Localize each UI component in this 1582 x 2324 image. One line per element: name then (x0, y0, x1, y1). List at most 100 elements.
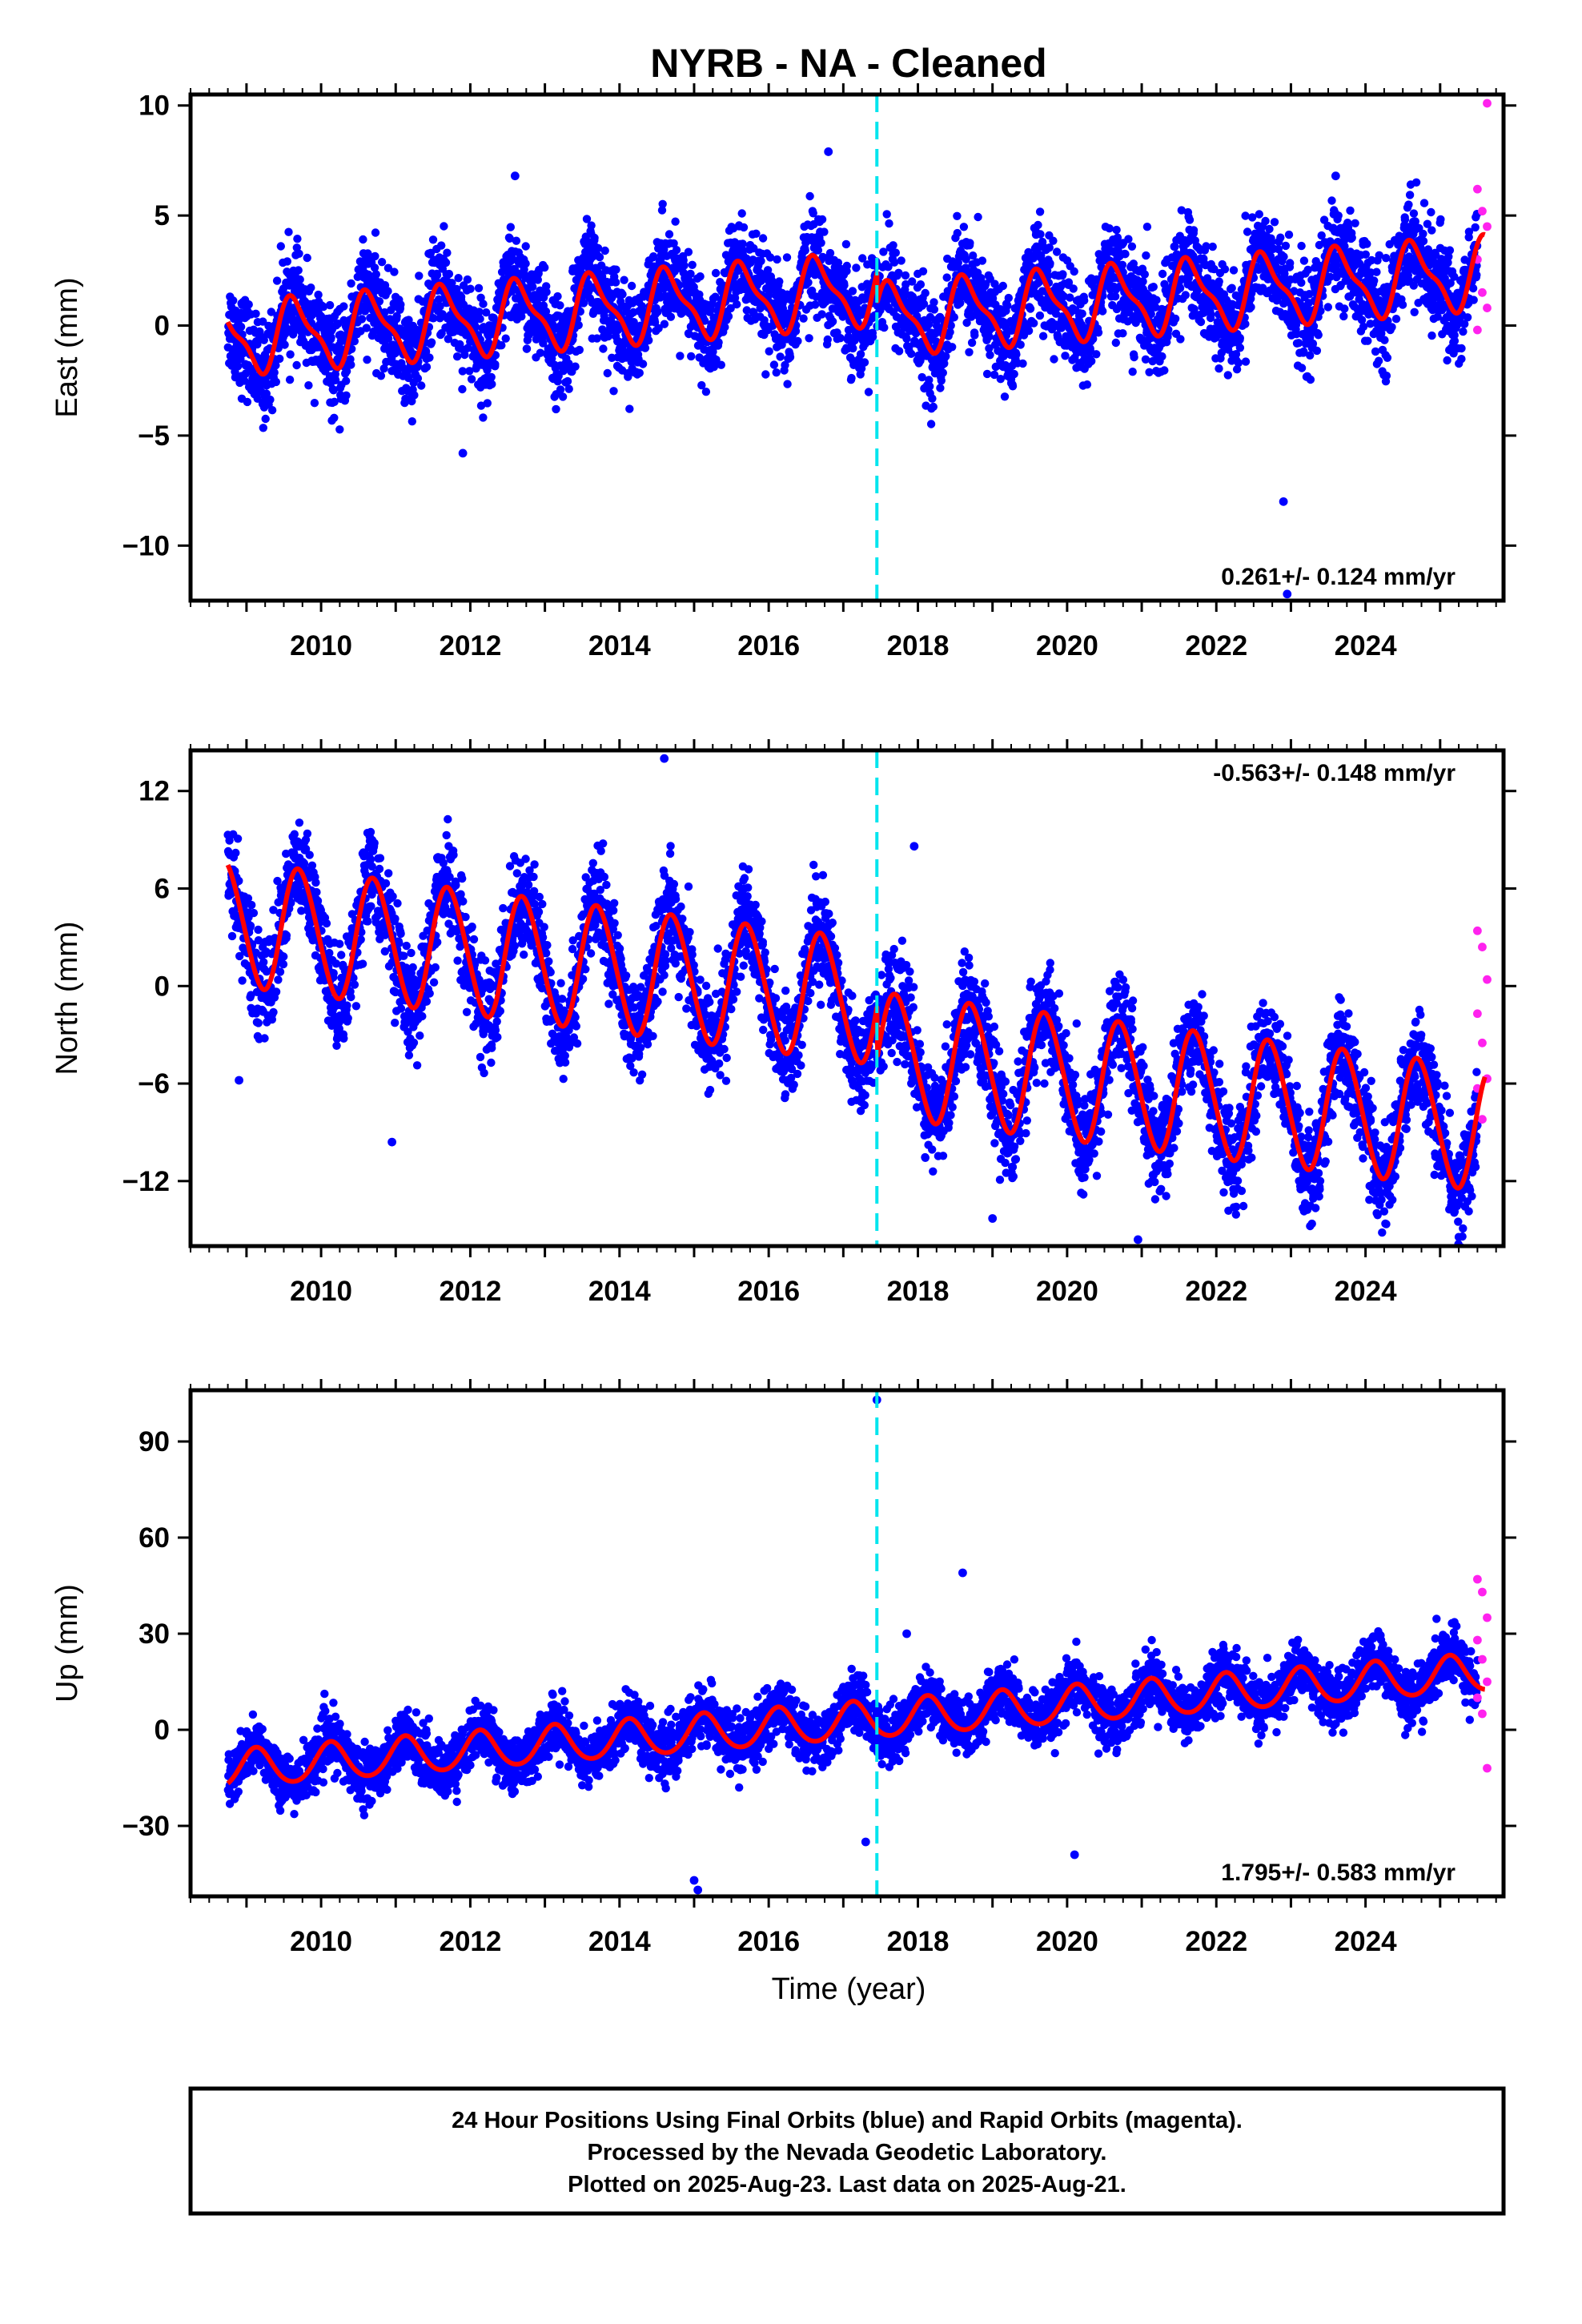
east-final-orbit-point (288, 330, 298, 339)
east-final-orbit-point (752, 229, 761, 238)
east-final-orbit-point (330, 413, 339, 422)
east-final-orbit-point (660, 320, 669, 328)
east-final-orbit-point (769, 360, 779, 369)
east-final-orbit-point (942, 273, 951, 282)
east-final-orbit-point (295, 275, 304, 284)
east-final-orbit-point (234, 362, 243, 371)
east-final-orbit-point (856, 350, 865, 359)
east-final-orbit-point (1299, 256, 1309, 265)
east-final-orbit-point (1189, 226, 1199, 235)
east-final-orbit-point (638, 360, 648, 368)
east-final-orbit-point (463, 275, 472, 284)
east-final-orbit-point (737, 209, 746, 218)
east-final-orbit-point (342, 391, 351, 400)
y-tick-label: 5 (155, 200, 170, 231)
east-final-orbit-point (1443, 356, 1452, 365)
east-final-orbit-point (635, 368, 644, 377)
east-final-orbit-point (1457, 355, 1466, 364)
east-final-orbit-point (521, 242, 530, 251)
east-final-orbit-point (1383, 353, 1392, 362)
east-final-orbit-point (1050, 355, 1058, 364)
east-final-orbit-point (938, 368, 948, 377)
east-final-orbit-point (383, 287, 392, 296)
east-final-orbit-point (1112, 225, 1121, 235)
east-final-orbit-point (270, 368, 279, 377)
east-final-orbit-point (452, 352, 462, 361)
east-final-orbit-point (359, 235, 367, 244)
east-final-orbit-point (1419, 199, 1429, 207)
east-final-orbit-point (1297, 278, 1306, 287)
east-final-orbit-point (950, 313, 959, 322)
east-final-orbit-point (974, 212, 982, 222)
east-final-orbit-point (687, 352, 696, 361)
east-final-orbit-point (1457, 344, 1466, 353)
east-final-orbit-point (443, 248, 452, 257)
east-final-orbit-point (563, 376, 572, 386)
east-y-axis-label: East (mm) (50, 277, 84, 417)
east-final-orbit-point (840, 281, 849, 290)
east-panel: 2010 2012 2014 2016 2018 2020 2022 20241050−5−1… (50, 83, 1516, 661)
east-final-orbit-point (609, 387, 618, 396)
east-final-orbit-point (404, 316, 413, 324)
east-final-orbit-point (916, 280, 926, 289)
east-final-orbit-point (335, 425, 344, 434)
east-final-orbit-point (1450, 336, 1460, 345)
east-final-orbit-point (454, 274, 463, 283)
east-final-orbit-point (283, 257, 291, 266)
east-final-orbit-point (1374, 356, 1383, 365)
east-final-orbit-point (1160, 366, 1169, 375)
east-final-orbit-point (357, 315, 367, 324)
east-final-orbit-point (253, 394, 262, 403)
east-final-orbit-point (773, 255, 781, 264)
east-final-orbit-point (918, 267, 928, 275)
east-final-orbit-point (1241, 357, 1251, 366)
x-tick-label: 2018 (887, 630, 950, 661)
north-final-orbit-point (249, 908, 259, 918)
east-final-orbit-point (1411, 178, 1421, 187)
x-tick-label: 2012 (439, 630, 501, 661)
east-final-orbit-point (1459, 327, 1468, 336)
east-final-orbit-point (828, 317, 837, 326)
east-final-orbit-point (440, 222, 448, 231)
east-final-orbit-point (1215, 277, 1223, 286)
chart-title: NYRB - NA - Cleaned (650, 41, 1046, 86)
east-final-orbit-point (271, 377, 280, 387)
east-final-orbit-point (435, 295, 444, 304)
east-final-orbit-point (1142, 251, 1150, 260)
east-final-orbit-point (799, 314, 808, 323)
east-final-orbit-point (501, 334, 510, 343)
east-final-orbit-point (377, 258, 387, 267)
east-final-orbit-point (553, 292, 562, 301)
east-final-orbit-point (897, 256, 905, 265)
east-outlier-point (510, 171, 520, 181)
east-final-orbit-point (1380, 336, 1389, 344)
x-tick-label: 2016 (737, 630, 800, 661)
east-final-orbit-point (1152, 296, 1161, 304)
east-final-orbit-point (1286, 259, 1295, 267)
east-final-orbit-point (1140, 270, 1150, 279)
east-final-orbit-point (1339, 312, 1348, 321)
east-final-orbit-point (556, 301, 564, 310)
east-final-orbit-point (1220, 265, 1230, 274)
east-final-orbit-point (1270, 218, 1279, 227)
east-final-orbit-point (1314, 331, 1323, 340)
east-final-orbit-point (415, 271, 424, 280)
east-final-orbit-point (930, 298, 938, 307)
east-final-orbit-point (599, 344, 608, 353)
east-final-orbit-point (1391, 315, 1401, 324)
east-final-orbit-point (482, 308, 491, 317)
east-final-orbit-point (849, 344, 857, 353)
east-final-orbit-point (244, 300, 253, 309)
east-final-orbit-point (380, 308, 389, 317)
east-final-orbit-point (625, 404, 634, 413)
east-final-orbit-point (1279, 252, 1288, 261)
east-final-orbit-point (556, 385, 565, 394)
east-final-orbit-point (425, 353, 434, 362)
east-final-orbit-point (880, 323, 889, 332)
east-final-orbit-point (428, 235, 438, 244)
east-final-orbit-point (612, 265, 620, 274)
east-data-points (223, 99, 1492, 599)
x-tick-label: 2014 (588, 630, 651, 661)
east-final-orbit-point (319, 302, 328, 312)
east-final-orbit-point (772, 368, 781, 377)
